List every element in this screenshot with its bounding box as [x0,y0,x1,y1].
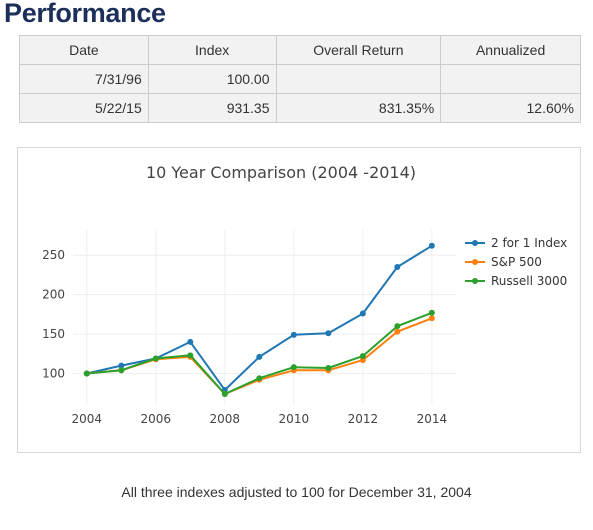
y-tick-label: 200 [42,288,65,302]
x-tick-label: 2014 [417,412,448,426]
page-title: Performance [4,0,166,28]
cell-date: 5/22/15 [19,93,149,123]
legend-label: 2 for 1 Index [491,236,567,250]
table-row: 5/22/15 931.35 831.35% 12.60% [19,93,581,123]
legend: 2 for 1 Index S&P 500 Russell 3000 [465,236,567,288]
header-index: Index [147,35,277,65]
data-point [428,315,435,322]
data-point [325,364,332,371]
cell-index: 100.00 [147,64,277,94]
data-point [187,352,194,359]
header-annualized: Annualized [440,35,581,65]
legend-label: Russell 3000 [491,274,567,288]
performance-table: Date Index Overall Return Annualized 7/3… [19,35,581,123]
table-header-row: Date Index Overall Return Annualized [19,35,581,65]
y-tick-label: 150 [42,327,65,341]
x-tick-label: 2008 [210,412,241,426]
header-date: Date [19,35,149,65]
cell-date: 7/31/96 [19,64,149,94]
cell-annualized [440,64,581,94]
data-point [325,330,332,337]
legend-swatch-marker [472,278,478,284]
x-tick-label: 2012 [348,412,379,426]
x-tick-label: 2010 [279,412,310,426]
data-point [256,375,263,382]
data-point [152,355,159,362]
data-point [394,264,401,271]
data-point [290,331,297,338]
legend-label: S&P 500 [491,255,542,269]
data-point [428,309,435,316]
cell-index: 931.35 [147,93,277,123]
data-point [221,390,228,397]
data-point [83,370,90,377]
data-point [118,362,125,369]
chart-footnote: All three indexes adjusted to 100 for De… [121,484,472,500]
chart-title: 10 Year Comparison (2004 -2014) [146,163,416,182]
y-tick-label: 250 [42,248,65,262]
data-point [118,367,125,374]
data-point [187,338,194,345]
data-point [359,353,366,360]
chart-container: 10 Year Comparison (2004 -2014) 2004 2006… [17,147,581,453]
cell-overall-return [275,64,442,94]
series-line [86,244,433,391]
data-point [394,328,401,335]
legend-swatch-marker [472,259,478,265]
axis-labels: 2004 2006 2008 2010 2012 2014 100 150 200 250 [42,248,447,426]
line-chart: 10 Year Comparison (2004 -2014) 2004 2006… [42,163,567,426]
data-point [359,310,366,317]
data-point [290,364,297,371]
x-tick-label: 2006 [141,412,172,426]
legend-swatch-marker [472,240,478,246]
series-layer [83,242,435,397]
cell-overall-return: 831.35% [275,93,442,123]
data-point [428,242,435,249]
cell-annualized: 12.60% [440,93,581,123]
data-point [256,353,263,360]
data-point [394,323,401,330]
x-tick-label: 2004 [72,412,103,426]
table-row: 7/31/96 100.00 [19,64,581,94]
y-tick-label: 100 [42,366,65,380]
header-overall-return: Overall Return [275,35,442,65]
